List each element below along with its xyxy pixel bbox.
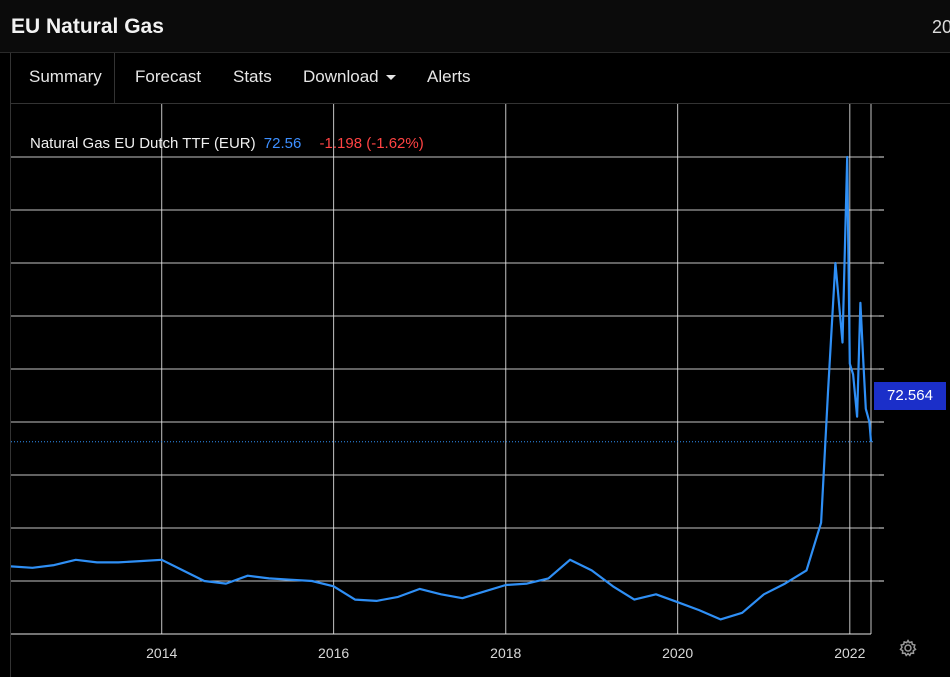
page-title: EU Natural Gas [11,15,164,38]
x-tick-label: 2016 [318,645,349,661]
legend-change: -1.198 (-1.62%) [319,135,424,152]
chart-area[interactable]: 2014 2016 2018 2020 2022 [10,104,950,677]
x-tick-label: 2014 [146,645,177,661]
tab-alerts[interactable]: Alerts [427,53,470,103]
tab-label: Alerts [427,67,471,86]
legend-price: 72.56 [263,135,302,152]
title-right-text: 20 [932,17,950,37]
chevron-down-icon [385,75,396,81]
x-tick-label: 2020 [662,645,693,661]
gear-icon[interactable] [898,638,918,658]
tab-summary[interactable]: Summary [11,53,115,103]
title-bar: EU Natural Gas 20 [0,0,950,53]
legend-series-name: Natural Gas EU Dutch TTF (EUR) [30,135,256,152]
chart-legend: Natural Gas EU Dutch TTF (EUR) 72.56 -1.… [30,135,424,152]
tab-label: Stats [233,67,272,86]
tab-label: Forecast [135,67,202,86]
series-line [11,155,873,621]
price-chart[interactable]: 2014 2016 2018 2020 2022 [11,104,950,677]
x-tick-label: 2022 [834,645,865,661]
tab-bar: Summary Forecast Stats Download Alerts [10,53,950,104]
x-tick-label: 2018 [490,645,521,661]
tab-download[interactable]: Download [303,53,396,103]
tab-label: Download [303,67,379,86]
tab-stats[interactable]: Stats [233,53,272,103]
tab-forecast[interactable]: Forecast [135,53,201,103]
tab-label: Summary [29,67,102,86]
last-price-tag: 72.564 [874,382,946,410]
